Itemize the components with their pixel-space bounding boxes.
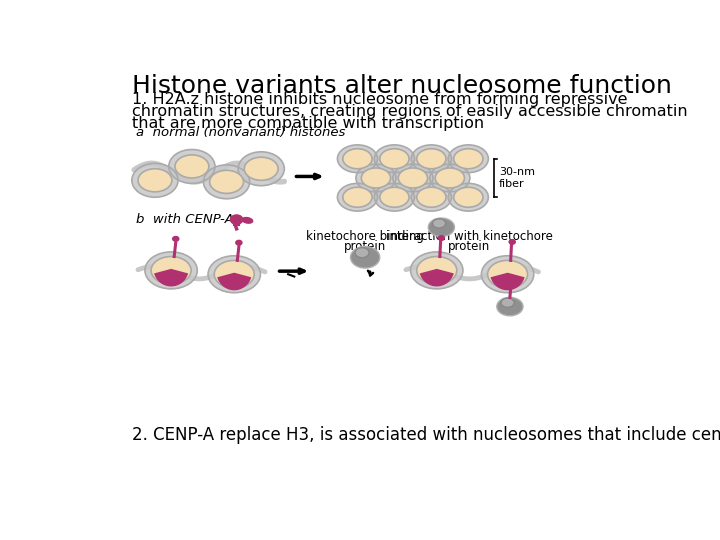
Wedge shape bbox=[154, 269, 188, 286]
Ellipse shape bbox=[482, 256, 534, 293]
Text: interaction with kinetochore: interaction with kinetochore bbox=[386, 231, 552, 244]
Ellipse shape bbox=[374, 184, 415, 211]
Ellipse shape bbox=[449, 184, 488, 211]
Wedge shape bbox=[217, 273, 251, 291]
Ellipse shape bbox=[151, 256, 191, 284]
Ellipse shape bbox=[343, 148, 372, 168]
Ellipse shape bbox=[132, 164, 178, 197]
Ellipse shape bbox=[173, 237, 179, 241]
Text: Histone variants alter nucleosome function: Histone variants alter nucleosome functi… bbox=[132, 74, 672, 98]
Ellipse shape bbox=[379, 187, 409, 207]
Ellipse shape bbox=[175, 155, 209, 178]
Ellipse shape bbox=[242, 218, 253, 223]
Text: 2. CENP-A replace H3, is associated with nucleosomes that include centromeric DN: 2. CENP-A replace H3, is associated with… bbox=[132, 426, 720, 444]
Text: 1. H2A.z histone inhibits nucleosome from forming repressive: 1. H2A.z histone inhibits nucleosome fro… bbox=[132, 92, 627, 107]
Ellipse shape bbox=[411, 145, 451, 173]
Ellipse shape bbox=[417, 148, 446, 168]
Ellipse shape bbox=[435, 168, 464, 188]
Ellipse shape bbox=[417, 187, 446, 207]
Ellipse shape bbox=[398, 168, 428, 188]
Ellipse shape bbox=[374, 145, 415, 173]
Ellipse shape bbox=[356, 164, 396, 192]
Ellipse shape bbox=[454, 148, 483, 168]
Ellipse shape bbox=[497, 298, 523, 316]
Ellipse shape bbox=[487, 260, 528, 288]
Ellipse shape bbox=[238, 152, 284, 186]
Text: 30-nm
fiber: 30-nm fiber bbox=[499, 167, 535, 189]
Text: chromatin structures, creating regions of easily accessible chromatin: chromatin structures, creating regions o… bbox=[132, 104, 688, 119]
Text: protein: protein bbox=[448, 240, 490, 253]
Text: that are more compatible with transcription: that are more compatible with transcript… bbox=[132, 117, 484, 131]
Ellipse shape bbox=[379, 148, 409, 168]
Ellipse shape bbox=[509, 240, 516, 244]
Ellipse shape bbox=[208, 256, 261, 293]
Ellipse shape bbox=[433, 219, 446, 228]
Ellipse shape bbox=[417, 256, 456, 284]
Ellipse shape bbox=[438, 236, 444, 240]
Ellipse shape bbox=[210, 170, 243, 193]
Ellipse shape bbox=[338, 184, 377, 211]
Ellipse shape bbox=[138, 168, 172, 192]
Ellipse shape bbox=[215, 260, 254, 288]
Ellipse shape bbox=[351, 247, 379, 268]
Ellipse shape bbox=[355, 248, 369, 258]
Ellipse shape bbox=[449, 145, 488, 173]
Ellipse shape bbox=[361, 168, 390, 188]
Text: kinetochore binding: kinetochore binding bbox=[306, 231, 424, 244]
Text: a  normal (nonvariant) histones: a normal (nonvariant) histones bbox=[135, 126, 345, 139]
Ellipse shape bbox=[410, 252, 463, 289]
Ellipse shape bbox=[168, 150, 215, 184]
Text: b  with CENP-A: b with CENP-A bbox=[135, 213, 233, 226]
Ellipse shape bbox=[145, 252, 197, 289]
Ellipse shape bbox=[454, 187, 483, 207]
Text: protein: protein bbox=[344, 240, 386, 253]
Ellipse shape bbox=[338, 145, 377, 173]
Ellipse shape bbox=[235, 240, 242, 245]
Ellipse shape bbox=[430, 164, 470, 192]
Ellipse shape bbox=[343, 187, 372, 207]
Ellipse shape bbox=[393, 164, 433, 192]
Ellipse shape bbox=[244, 157, 278, 180]
Ellipse shape bbox=[204, 165, 250, 199]
Wedge shape bbox=[490, 273, 525, 291]
Ellipse shape bbox=[230, 215, 243, 224]
Ellipse shape bbox=[411, 184, 451, 211]
Ellipse shape bbox=[428, 218, 454, 237]
Wedge shape bbox=[420, 269, 454, 286]
Ellipse shape bbox=[501, 298, 514, 307]
